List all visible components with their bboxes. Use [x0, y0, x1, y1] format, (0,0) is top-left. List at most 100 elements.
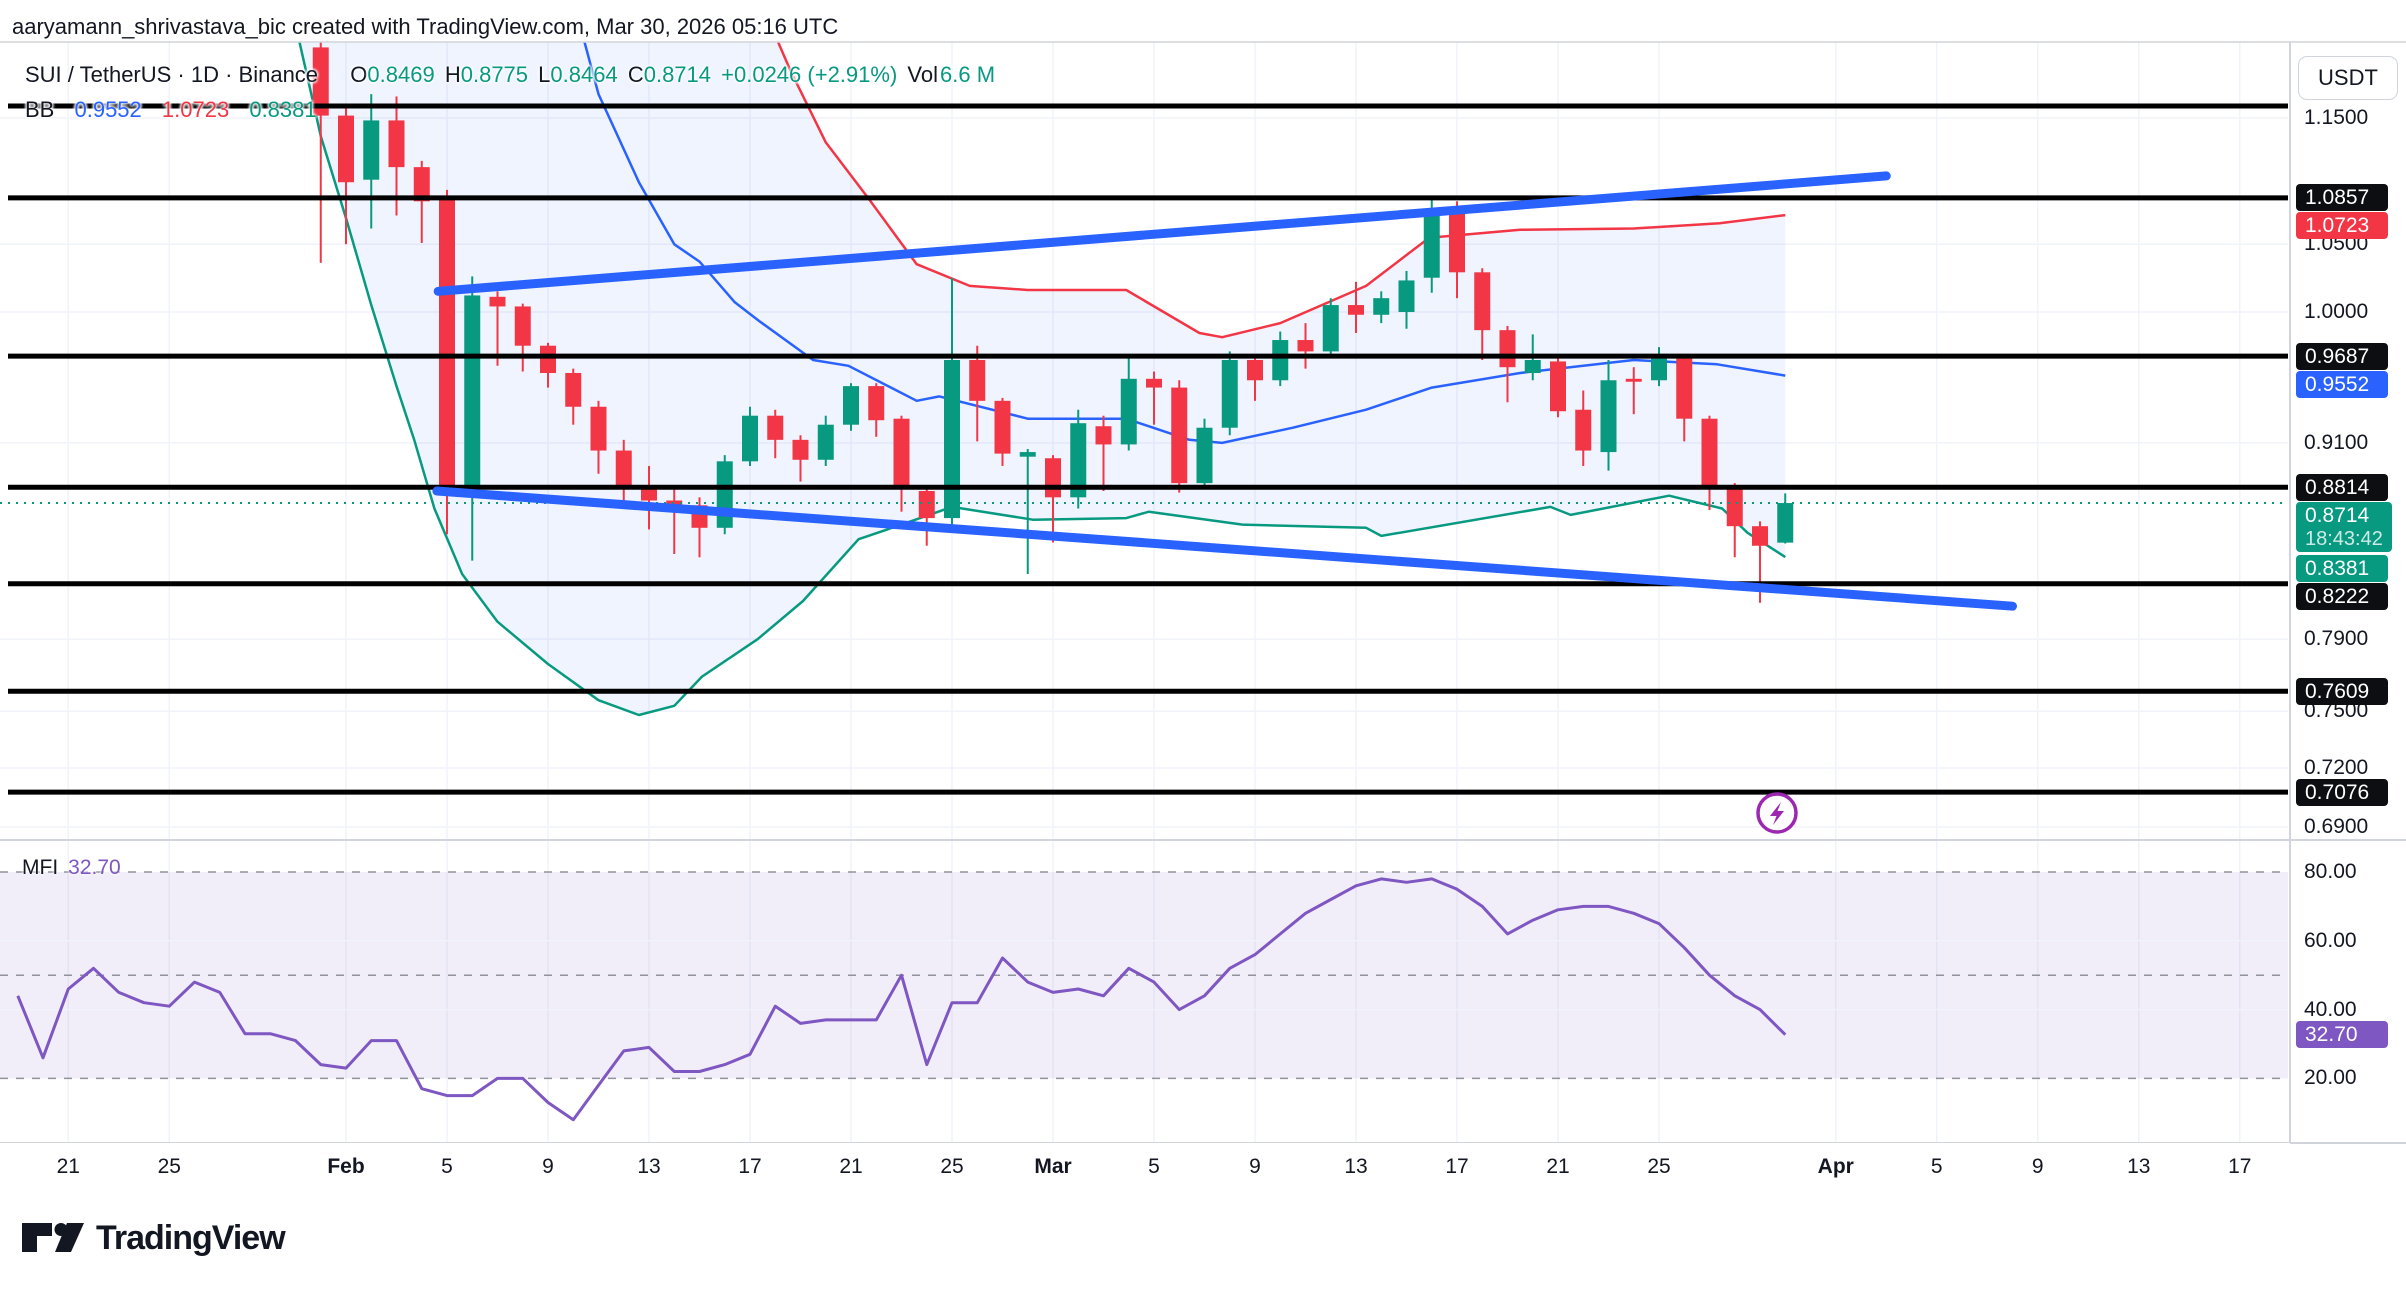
candle	[944, 277, 960, 525]
badge-price: 0.8381	[2305, 556, 2370, 580]
volume-label: Vol	[907, 62, 938, 87]
candle	[540, 342, 556, 388]
time-label: 17	[738, 1155, 762, 1178]
symbol-legend[interactable]: SUI / TetherUS · 1D · Binance O0.8469 H0…	[25, 62, 999, 88]
price-badge: 0.9687	[2296, 342, 2388, 370]
candle	[439, 189, 455, 535]
time-label: 5	[441, 1155, 453, 1178]
candle	[1651, 347, 1667, 387]
bollinger-upper-band[interactable]	[283, 0, 1786, 339]
candlestick-series[interactable]	[312, 38, 1794, 603]
open-value: 0.8469	[367, 62, 435, 87]
candle	[1120, 357, 1137, 451]
candle	[666, 489, 683, 554]
candle	[767, 409, 784, 459]
candle	[1474, 268, 1491, 361]
time-label: Mar	[1034, 1155, 1072, 1178]
candle	[1070, 409, 1087, 509]
time-label: 25	[157, 1155, 181, 1178]
bb-lower-value: 0.8381	[249, 97, 317, 122]
lightning-reaction-icon[interactable]	[1756, 792, 1798, 834]
badge-price: 0.8814	[2305, 475, 2370, 499]
time-label: 21	[839, 1155, 863, 1178]
close-label: C	[627, 62, 644, 87]
candle	[1019, 449, 1036, 574]
main-chart-canvas[interactable]	[0, 0, 2406, 1150]
change-value: +0.0246 (+2.91%)	[721, 62, 898, 87]
price-badge: 0.8714 18:43:42	[2296, 501, 2392, 552]
close-value: 0.8714	[643, 62, 712, 87]
candle	[1625, 367, 1642, 415]
mfi-indicator-legend[interactable]: MFI 32.70	[22, 856, 121, 880]
time-label: 9	[2031, 1155, 2044, 1178]
volume-value: 6.6 M	[940, 62, 996, 87]
candle	[615, 439, 632, 509]
candle	[1600, 360, 1617, 471]
mfi-tick-label: 40.00	[2304, 997, 2357, 1021]
candle	[514, 303, 531, 372]
candle	[716, 455, 733, 535]
time-label: 21	[1546, 1155, 1570, 1178]
candle	[565, 368, 582, 425]
bollinger-fill	[299, 42, 1786, 715]
price-tick-label: 0.7900	[2304, 627, 2369, 651]
mfi-label[interactable]: MFI	[22, 856, 59, 879]
price-badge: 0.8814	[2296, 473, 2388, 501]
high-value: 0.8775	[460, 62, 529, 87]
trendline-lower[interactable]	[432, 486, 2017, 611]
bb-upper-value: 1.0723	[161, 97, 230, 122]
price-tick-label: 0.7200	[2304, 755, 2369, 779]
candle	[1575, 390, 1592, 466]
candle	[1322, 298, 1339, 358]
candle	[994, 397, 1011, 466]
price-tick-label: 0.6900	[2304, 815, 2369, 839]
badge-price: 0.8222	[2305, 584, 2370, 608]
tradingview-branding[interactable]: TradingView	[22, 1218, 286, 1258]
candle	[489, 291, 506, 366]
candle	[1272, 331, 1289, 387]
candle	[312, 42, 329, 263]
candle	[1373, 291, 1390, 324]
mfi-line[interactable]	[16, 877, 1787, 1122]
candle	[1449, 201, 1465, 299]
time-label: Apr	[1817, 1155, 1854, 1178]
mfi-tick-label: 60.00	[2304, 928, 2357, 952]
candle	[1701, 415, 1718, 511]
candle	[1398, 270, 1415, 329]
candle	[1095, 415, 1112, 492]
trendline-upper[interactable]	[433, 171, 1891, 296]
price-tick-label: 0.9100	[2304, 430, 2369, 454]
bollinger-lower-band[interactable]	[293, 13, 1786, 717]
time-label: 17	[1445, 1155, 1469, 1178]
time-label: 21	[56, 1155, 80, 1178]
candle	[413, 160, 430, 243]
time-scale-axis[interactable]: 21 25 Feb 5 9 13 17 21 25 Mar 5 9 13 17 21 25 Apr 5 9 13 17	[0, 1143, 2290, 1195]
candle	[1171, 380, 1188, 493]
candle	[1676, 355, 1693, 442]
candle	[1550, 354, 1566, 418]
tradingview-logo-text: TradingView	[96, 1218, 286, 1257]
candle	[817, 415, 834, 466]
time-label: 9	[1249, 1155, 1261, 1178]
currency-toggle-button[interactable]: USDT	[2298, 56, 2398, 100]
low-label: L	[538, 62, 551, 87]
tradingview-logo-icon	[22, 1223, 84, 1252]
bb-label[interactable]: BB	[25, 97, 55, 122]
price-scale-axis[interactable]: 1.1500 1.0500 1.0000 0.9100 0.7900 0.7500 0.72…	[2290, 0, 2406, 1143]
price-tick-label: 0.7500	[2304, 699, 2369, 723]
candle	[868, 383, 885, 437]
price-badge: 0.7076	[2296, 778, 2388, 806]
candle	[338, 108, 354, 245]
time-label: 17	[2228, 1155, 2252, 1178]
badge-price: 0.7609	[2305, 679, 2370, 703]
candle	[742, 406, 758, 466]
bollinger-basis-line[interactable]	[371, 0, 1786, 445]
candle	[1726, 483, 1743, 558]
candle	[1221, 351, 1238, 436]
badge-price: 0.8714	[2305, 503, 2370, 527]
bb-indicator-legend[interactable]: BB 0.9552 1.0723 0.8381	[25, 97, 321, 123]
symbol-title[interactable]: SUI / TetherUS · 1D · Binance	[25, 62, 319, 87]
time-label: 5	[1148, 1155, 1160, 1178]
candle	[363, 94, 380, 229]
